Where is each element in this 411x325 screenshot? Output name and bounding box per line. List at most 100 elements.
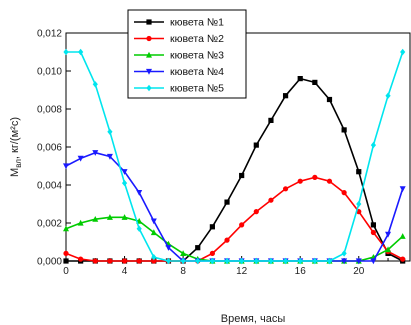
data-point bbox=[224, 237, 230, 243]
series-1 bbox=[63, 76, 406, 264]
data-point bbox=[136, 258, 142, 264]
y-tick-label: 0,008 bbox=[37, 105, 62, 116]
y-axis-title: Mвл, кг/(м²с) bbox=[9, 117, 23, 177]
data-point bbox=[121, 179, 128, 187]
data-point bbox=[180, 250, 187, 256]
data-point bbox=[165, 257, 172, 265]
data-point bbox=[253, 257, 259, 265]
data-point bbox=[151, 254, 157, 261]
data-point bbox=[78, 48, 84, 56]
data-point bbox=[326, 178, 333, 184]
data-point bbox=[78, 256, 84, 262]
data-point bbox=[224, 257, 230, 265]
data-point bbox=[121, 214, 128, 220]
data-point bbox=[136, 190, 143, 196]
y-axis-title-main: M bbox=[9, 168, 21, 177]
data-point bbox=[385, 246, 392, 253]
y-tick-label: 0,000 bbox=[37, 257, 62, 268]
data-point bbox=[107, 258, 113, 264]
data-point bbox=[180, 257, 186, 265]
legend-entry: кювета №3 bbox=[134, 50, 224, 62]
data-point bbox=[239, 172, 245, 179]
data-point bbox=[341, 258, 348, 265]
data-point bbox=[92, 258, 98, 264]
data-point bbox=[385, 92, 391, 99]
data-point bbox=[370, 222, 377, 228]
y-axis-ticks: 0,000 0,002 0,004 0,006 0,008 0,010 0,012 bbox=[37, 29, 71, 268]
data-point bbox=[297, 76, 303, 82]
y-tick-label: 0,002 bbox=[37, 219, 62, 230]
x-tick-label: 4 bbox=[122, 266, 128, 277]
data-point bbox=[106, 214, 113, 220]
legend-marker bbox=[146, 19, 152, 25]
y-axis-title-units: , кг/(м²с) bbox=[9, 117, 21, 159]
data-point bbox=[209, 224, 215, 230]
data-point bbox=[312, 257, 318, 265]
data-point bbox=[253, 209, 259, 215]
data-point bbox=[297, 257, 303, 265]
data-point bbox=[341, 250, 347, 257]
data-point bbox=[92, 150, 99, 156]
data-point bbox=[77, 155, 84, 162]
legend-marker bbox=[146, 84, 152, 92]
legend: кювета №1 кювета №2 кювета №3 кювета №4 кюве… bbox=[127, 9, 247, 99]
y-axis-title-subscript: вл bbox=[14, 159, 23, 168]
data-point bbox=[63, 250, 69, 256]
data-point bbox=[121, 169, 128, 175]
data-point bbox=[239, 222, 245, 228]
legend-label: кювета №1 bbox=[170, 17, 224, 29]
data-point bbox=[312, 174, 318, 180]
data-point bbox=[136, 225, 142, 232]
data-point bbox=[385, 231, 392, 238]
series-line bbox=[66, 51, 404, 262]
data-point bbox=[370, 258, 377, 265]
x-tick-label: 12 bbox=[236, 266, 248, 277]
x-tick-label: 20 bbox=[353, 266, 365, 277]
data-point bbox=[268, 257, 274, 265]
data-point bbox=[92, 81, 98, 88]
data-point bbox=[107, 128, 113, 135]
x-tick-label: 8 bbox=[180, 266, 186, 277]
data-point bbox=[150, 229, 157, 236]
data-point bbox=[63, 163, 69, 170]
data-point bbox=[326, 257, 333, 265]
legend-label: кювета №4 bbox=[170, 66, 224, 78]
series-5 bbox=[63, 48, 406, 265]
data-point bbox=[224, 199, 230, 205]
y-tick-label: 0,006 bbox=[37, 143, 62, 154]
series-4 bbox=[63, 150, 406, 265]
data-point bbox=[341, 127, 347, 133]
data-point bbox=[341, 190, 347, 196]
y-tick-label: 0,012 bbox=[37, 29, 62, 40]
data-point bbox=[282, 186, 289, 192]
y-tick-label: 0,010 bbox=[37, 67, 62, 78]
legend-marker bbox=[146, 35, 152, 42]
data-point bbox=[400, 256, 406, 262]
data-point bbox=[370, 229, 377, 236]
data-point bbox=[370, 141, 377, 149]
data-point bbox=[282, 257, 289, 265]
legend-marker bbox=[146, 68, 152, 75]
data-point bbox=[356, 169, 362, 175]
data-point bbox=[121, 258, 128, 264]
x-axis-ticks: 0 4 8 12 16 20 bbox=[63, 256, 404, 277]
series-line bbox=[65, 151, 404, 262]
series-layer bbox=[63, 48, 406, 265]
data-point bbox=[209, 250, 215, 256]
data-point bbox=[326, 96, 333, 103]
data-point bbox=[195, 245, 201, 251]
legend-entry: кювета №2 bbox=[134, 33, 224, 45]
legend-entry: кювета №1 bbox=[134, 17, 224, 29]
data-point bbox=[195, 257, 201, 265]
legend-entry: кювета №5 bbox=[134, 83, 224, 95]
data-point bbox=[63, 258, 69, 264]
data-point bbox=[63, 48, 69, 56]
data-point bbox=[106, 153, 113, 160]
data-point bbox=[165, 245, 172, 251]
data-point bbox=[312, 79, 318, 85]
x-axis-title: Время, часы bbox=[221, 313, 286, 325]
data-point bbox=[268, 117, 274, 123]
data-point bbox=[356, 200, 362, 208]
data-point bbox=[92, 216, 99, 222]
data-point bbox=[297, 178, 303, 184]
